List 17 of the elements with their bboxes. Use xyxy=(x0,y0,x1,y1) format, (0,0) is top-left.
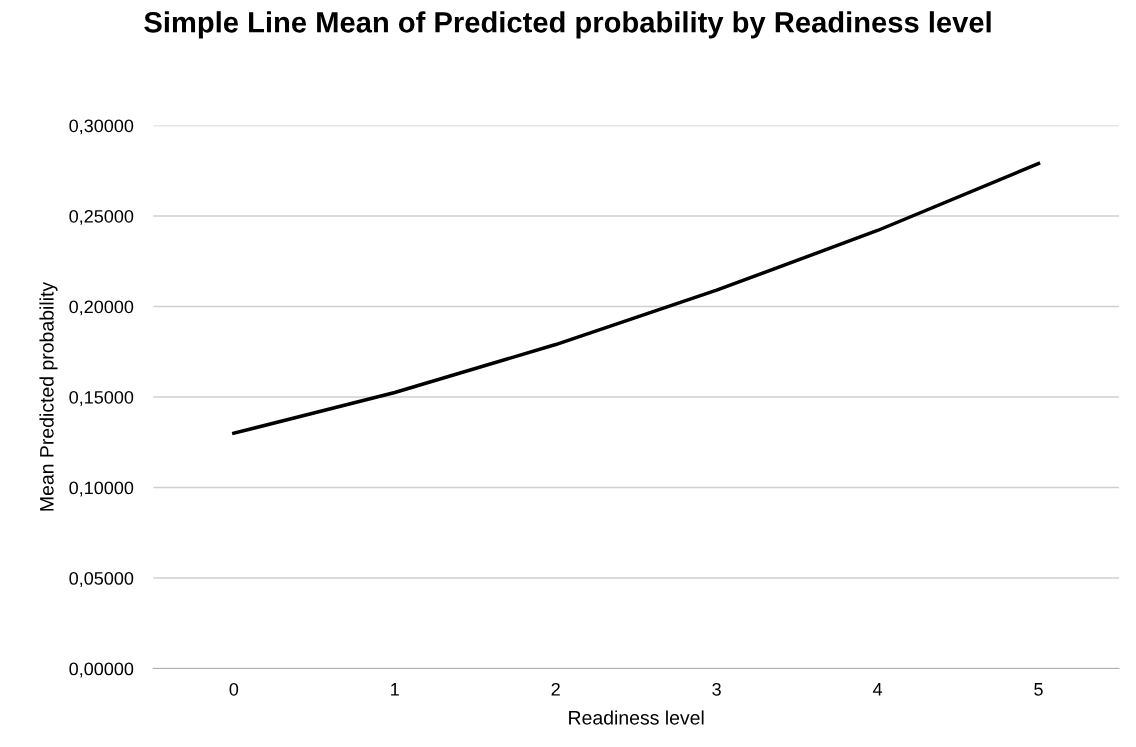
y-tick-label: 0,10000 xyxy=(69,481,134,497)
x-tick-label: 0 xyxy=(229,682,239,696)
chart-title: Simple Line Mean of Predicted probability by Readiness level xyxy=(144,11,991,39)
y-tick-label: 0,20000 xyxy=(69,300,134,316)
y-tick-label: 0,30000 xyxy=(69,119,134,135)
line-series xyxy=(232,161,1041,435)
x-tick-label: 3 xyxy=(712,682,721,696)
y-tick-label: 0,15000 xyxy=(69,390,134,406)
x-tick-label: 1 xyxy=(391,683,399,696)
y-axis-title: Mean Predicted probability xyxy=(39,281,58,511)
x-tick-label: 5 xyxy=(1034,683,1043,696)
x-tick-label: 4 xyxy=(872,683,883,696)
x-axis-title: Readiness level xyxy=(569,710,704,725)
y-tick-label: 0,00000 xyxy=(69,662,134,678)
y-tick-label: 0,05000 xyxy=(69,571,134,587)
y-tick-label: 0,25000 xyxy=(69,209,134,225)
x-tick-label: 2 xyxy=(551,682,560,696)
